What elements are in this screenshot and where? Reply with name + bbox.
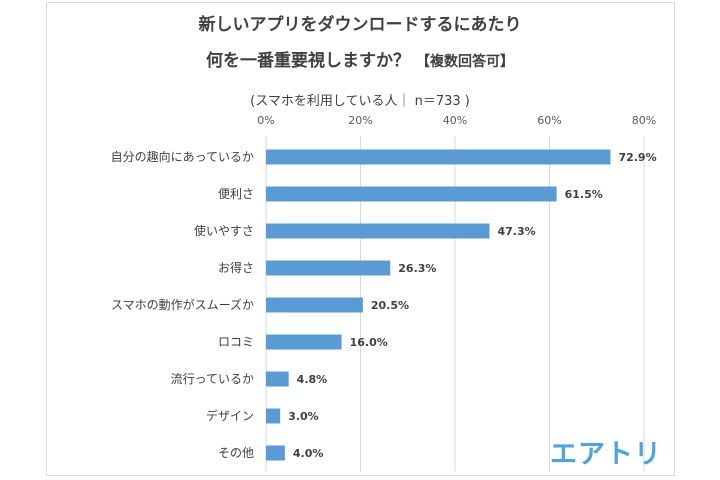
bar <box>266 186 557 202</box>
bar <box>266 371 289 387</box>
category-label: 便利さ <box>218 187 254 201</box>
x-tick-label: 80% <box>632 114 656 127</box>
data-label: 16.0% <box>350 336 388 349</box>
chart-title-line1: 新しいアプリをダウンロードするにあたり <box>198 15 522 35</box>
bar <box>266 223 490 239</box>
data-label: 26.3% <box>398 262 436 275</box>
bar <box>266 334 342 350</box>
category-label: 流行っているか <box>171 372 254 386</box>
airtrip-logo: エアトリ <box>550 439 662 470</box>
data-label: 4.0% <box>293 447 324 460</box>
category-label: スマホの動作がスムーズか <box>111 297 254 312</box>
data-label: 3.0% <box>288 410 319 423</box>
chart-subtitle: (スマホを利用している人｜ n＝733 ) <box>250 94 470 109</box>
category-label: デザイン <box>206 408 254 423</box>
data-label: 61.5% <box>565 188 603 201</box>
category-label: 使いやすさ <box>194 223 254 238</box>
bar <box>266 445 285 461</box>
bar <box>266 260 391 276</box>
chart-title-line2: 何を一番重要視しますか？ 【複数回答可】 <box>0 46 720 71</box>
bar <box>266 408 281 424</box>
data-label: 47.3% <box>497 225 535 238</box>
chart-title-main: 何を一番重要視しますか？ <box>206 51 410 71</box>
data-label: 20.5% <box>371 299 409 312</box>
x-tick-label: 0% <box>257 114 274 127</box>
x-tick-label: 60% <box>537 114 561 127</box>
x-tick-label: 40% <box>443 114 467 127</box>
category-label: ロコミ <box>218 335 254 349</box>
bar <box>266 149 611 165</box>
category-label: お得さ <box>218 260 254 275</box>
category-label: 自分の趣向にあっているか <box>111 149 254 164</box>
x-tick-label: 20% <box>348 114 372 127</box>
chart-title-tag: 【複数回答可】 <box>416 54 514 70</box>
category-label: その他 <box>218 446 254 460</box>
data-label: 4.8% <box>297 373 328 386</box>
bar <box>266 297 363 313</box>
data-label: 72.9% <box>618 151 656 164</box>
